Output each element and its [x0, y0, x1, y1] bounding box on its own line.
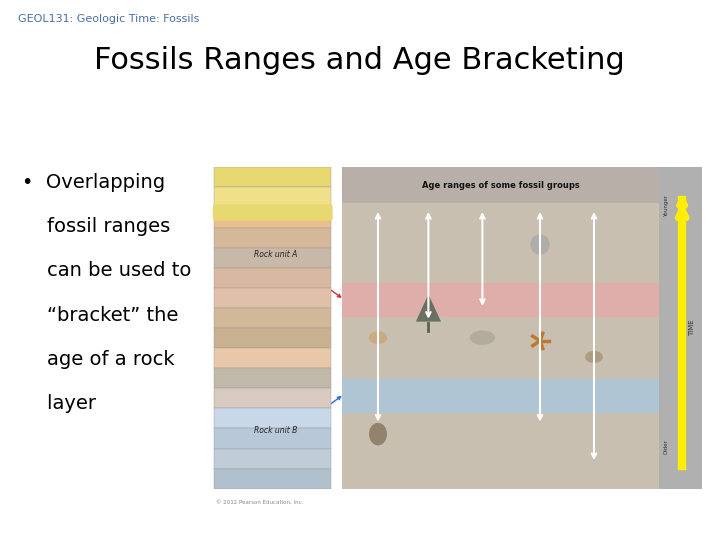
- Text: Younger: Younger: [665, 195, 669, 217]
- Text: can be used to: can be used to: [22, 261, 191, 280]
- Text: © 2012 Pearson Education, Inc.: © 2012 Pearson Education, Inc.: [216, 500, 303, 504]
- Text: layer: layer: [22, 394, 96, 413]
- Bar: [342, 283, 659, 317]
- Bar: [214, 469, 331, 489]
- Text: “bracket” the: “bracket” the: [22, 306, 178, 325]
- Bar: [214, 368, 331, 388]
- Bar: [659, 167, 702, 489]
- Bar: [214, 408, 331, 428]
- Bar: [214, 428, 331, 449]
- Ellipse shape: [369, 423, 387, 445]
- Text: Age of rock
unit B: Age of rock unit B: [269, 397, 341, 447]
- Ellipse shape: [469, 330, 495, 345]
- Text: age of a rock: age of a rock: [22, 350, 174, 369]
- Bar: [214, 228, 331, 248]
- Bar: [214, 348, 331, 368]
- Ellipse shape: [369, 331, 387, 344]
- Text: Older: Older: [665, 440, 669, 454]
- FancyBboxPatch shape: [213, 204, 333, 221]
- Bar: [214, 187, 331, 207]
- Text: GEOL131: Geologic Time: Fossils: GEOL131: Geologic Time: Fossils: [18, 14, 199, 24]
- Text: Rock unit A: Rock unit A: [253, 249, 297, 259]
- Text: Age of rock
unit A: Age of rock unit A: [269, 247, 341, 297]
- Bar: [214, 388, 331, 408]
- Bar: [214, 308, 331, 328]
- Text: TIME: TIME: [690, 320, 696, 336]
- Text: •  Overlapping: • Overlapping: [22, 173, 165, 192]
- Ellipse shape: [530, 234, 550, 255]
- Bar: [214, 449, 331, 469]
- Bar: [214, 288, 331, 308]
- Bar: [342, 167, 659, 489]
- Bar: [214, 268, 331, 288]
- Text: Rock unit B: Rock unit B: [253, 427, 297, 435]
- Text: Fossils Ranges and Age Bracketing: Fossils Ranges and Age Bracketing: [94, 46, 624, 75]
- Bar: [342, 167, 659, 202]
- Text: Age ranges of some fossil groups: Age ranges of some fossil groups: [421, 180, 580, 190]
- Text: fossil ranges: fossil ranges: [22, 217, 170, 236]
- Bar: [214, 167, 331, 187]
- Bar: [342, 380, 659, 413]
- Bar: [214, 207, 331, 228]
- Bar: [214, 248, 331, 268]
- Polygon shape: [416, 294, 441, 322]
- Ellipse shape: [585, 351, 603, 363]
- Bar: [214, 328, 331, 348]
